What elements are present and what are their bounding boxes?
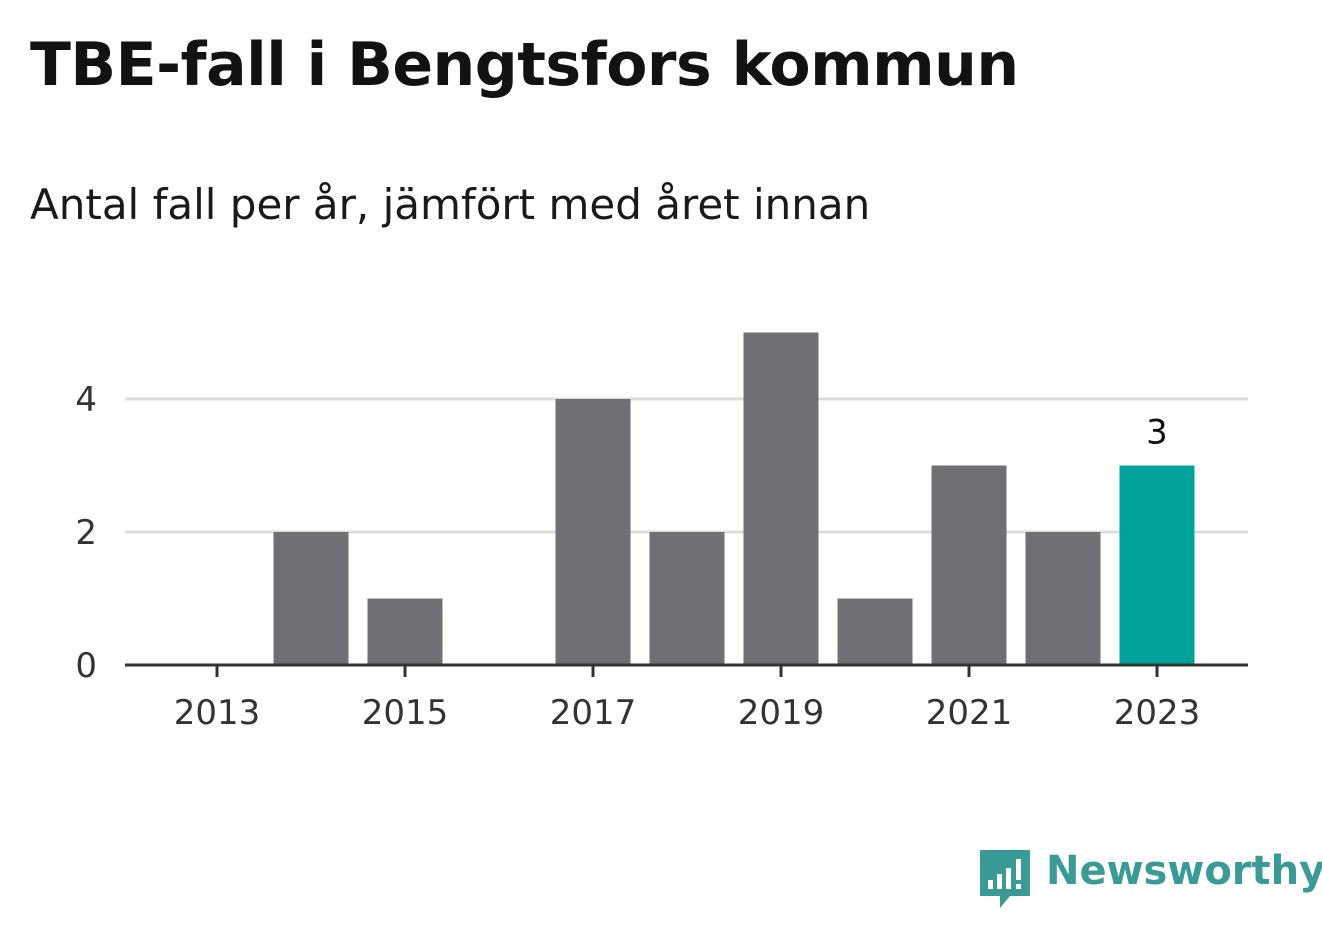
newsworthy-logo-icon [980, 850, 1030, 908]
data-label-2023: 3 [1146, 413, 1168, 453]
bar-2014 [273, 532, 349, 665]
x-axis [125, 663, 1248, 677]
y-tick-label: 2 [75, 513, 97, 553]
labels: 0 2 4 3 2013 2015 2017 2019 2021 2023 [75, 380, 1200, 733]
bar-2020 [837, 598, 913, 665]
x-tick-label: 2021 [926, 693, 1013, 733]
y-tick-label: 4 [75, 380, 97, 420]
chart-subtitle: Antal fall per år, jämfört med året inna… [30, 180, 871, 229]
x-tick-label: 2017 [550, 693, 637, 733]
grid-lines [125, 397, 1248, 534]
newsworthy-brand: Newsworthy [980, 848, 1322, 910]
bar-2022 [1025, 532, 1101, 665]
bar-2023 [1119, 465, 1195, 665]
bar-2018 [649, 532, 725, 665]
bar-2015 [367, 598, 443, 665]
bar-2021 [931, 465, 1007, 665]
x-tick-label: 2015 [362, 693, 449, 733]
bars [273, 332, 1195, 665]
x-tick-label: 2013 [174, 693, 261, 733]
bar-2019 [743, 332, 819, 665]
x-tick-label: 2019 [738, 693, 825, 733]
x-tick-label: 2023 [1114, 693, 1201, 733]
brand-name: Newsworthy [1046, 848, 1322, 894]
y-tick-label: 0 [75, 646, 97, 686]
chart-title: TBE-fall i Bengtsfors kommun [30, 30, 1019, 100]
bar-2017 [555, 399, 631, 665]
